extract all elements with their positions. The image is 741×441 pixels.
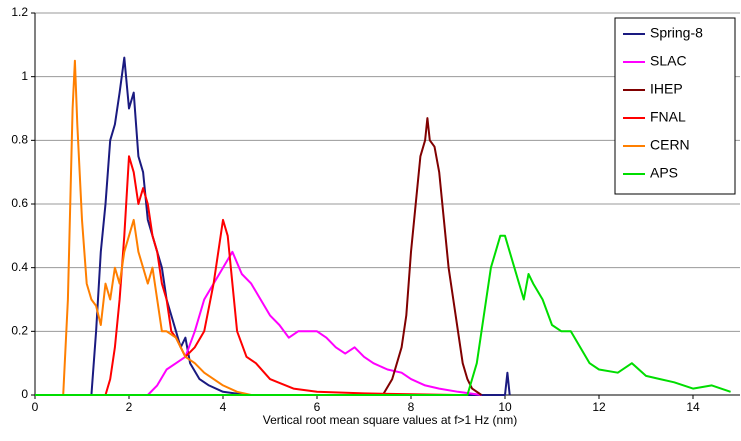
legend-label: IHEP [650, 81, 683, 97]
x-tick-label: 10 [498, 400, 512, 414]
legend-box [614, 17, 736, 195]
x-tick-label: 2 [126, 400, 133, 414]
x-tick-label: 4 [220, 400, 227, 414]
x-tick-label: 14 [686, 400, 700, 414]
y-tick-label: 0.2 [11, 324, 28, 338]
series-line [35, 234, 731, 396]
series-line [35, 56, 511, 396]
series-line [104, 155, 459, 396]
y-tick-label: 0 [21, 387, 28, 401]
series-line [147, 250, 482, 396]
y-tick-label: 1.2 [11, 5, 28, 19]
y-tick-label: 0.6 [11, 196, 28, 210]
y-tick-label: 1 [21, 69, 28, 83]
x-tick-label: 8 [408, 400, 415, 414]
y-tick-label: 0.4 [11, 260, 28, 274]
legend-label: APS [650, 165, 678, 181]
x-tick-label: 0 [32, 400, 39, 414]
legend-label: CERN [650, 137, 690, 153]
legend-label: FNAL [650, 109, 686, 125]
x-tick-label: 6 [314, 400, 321, 414]
x-axis-label: Vertical root mean square values at f>1 … [263, 413, 517, 427]
x-tick-label: 12 [592, 400, 606, 414]
series-line [35, 59, 252, 396]
legend-label: Spring-8 [650, 25, 703, 41]
legend-label: SLAC [650, 53, 687, 69]
y-tick-label: 0.8 [11, 133, 28, 147]
series-line [381, 117, 483, 396]
